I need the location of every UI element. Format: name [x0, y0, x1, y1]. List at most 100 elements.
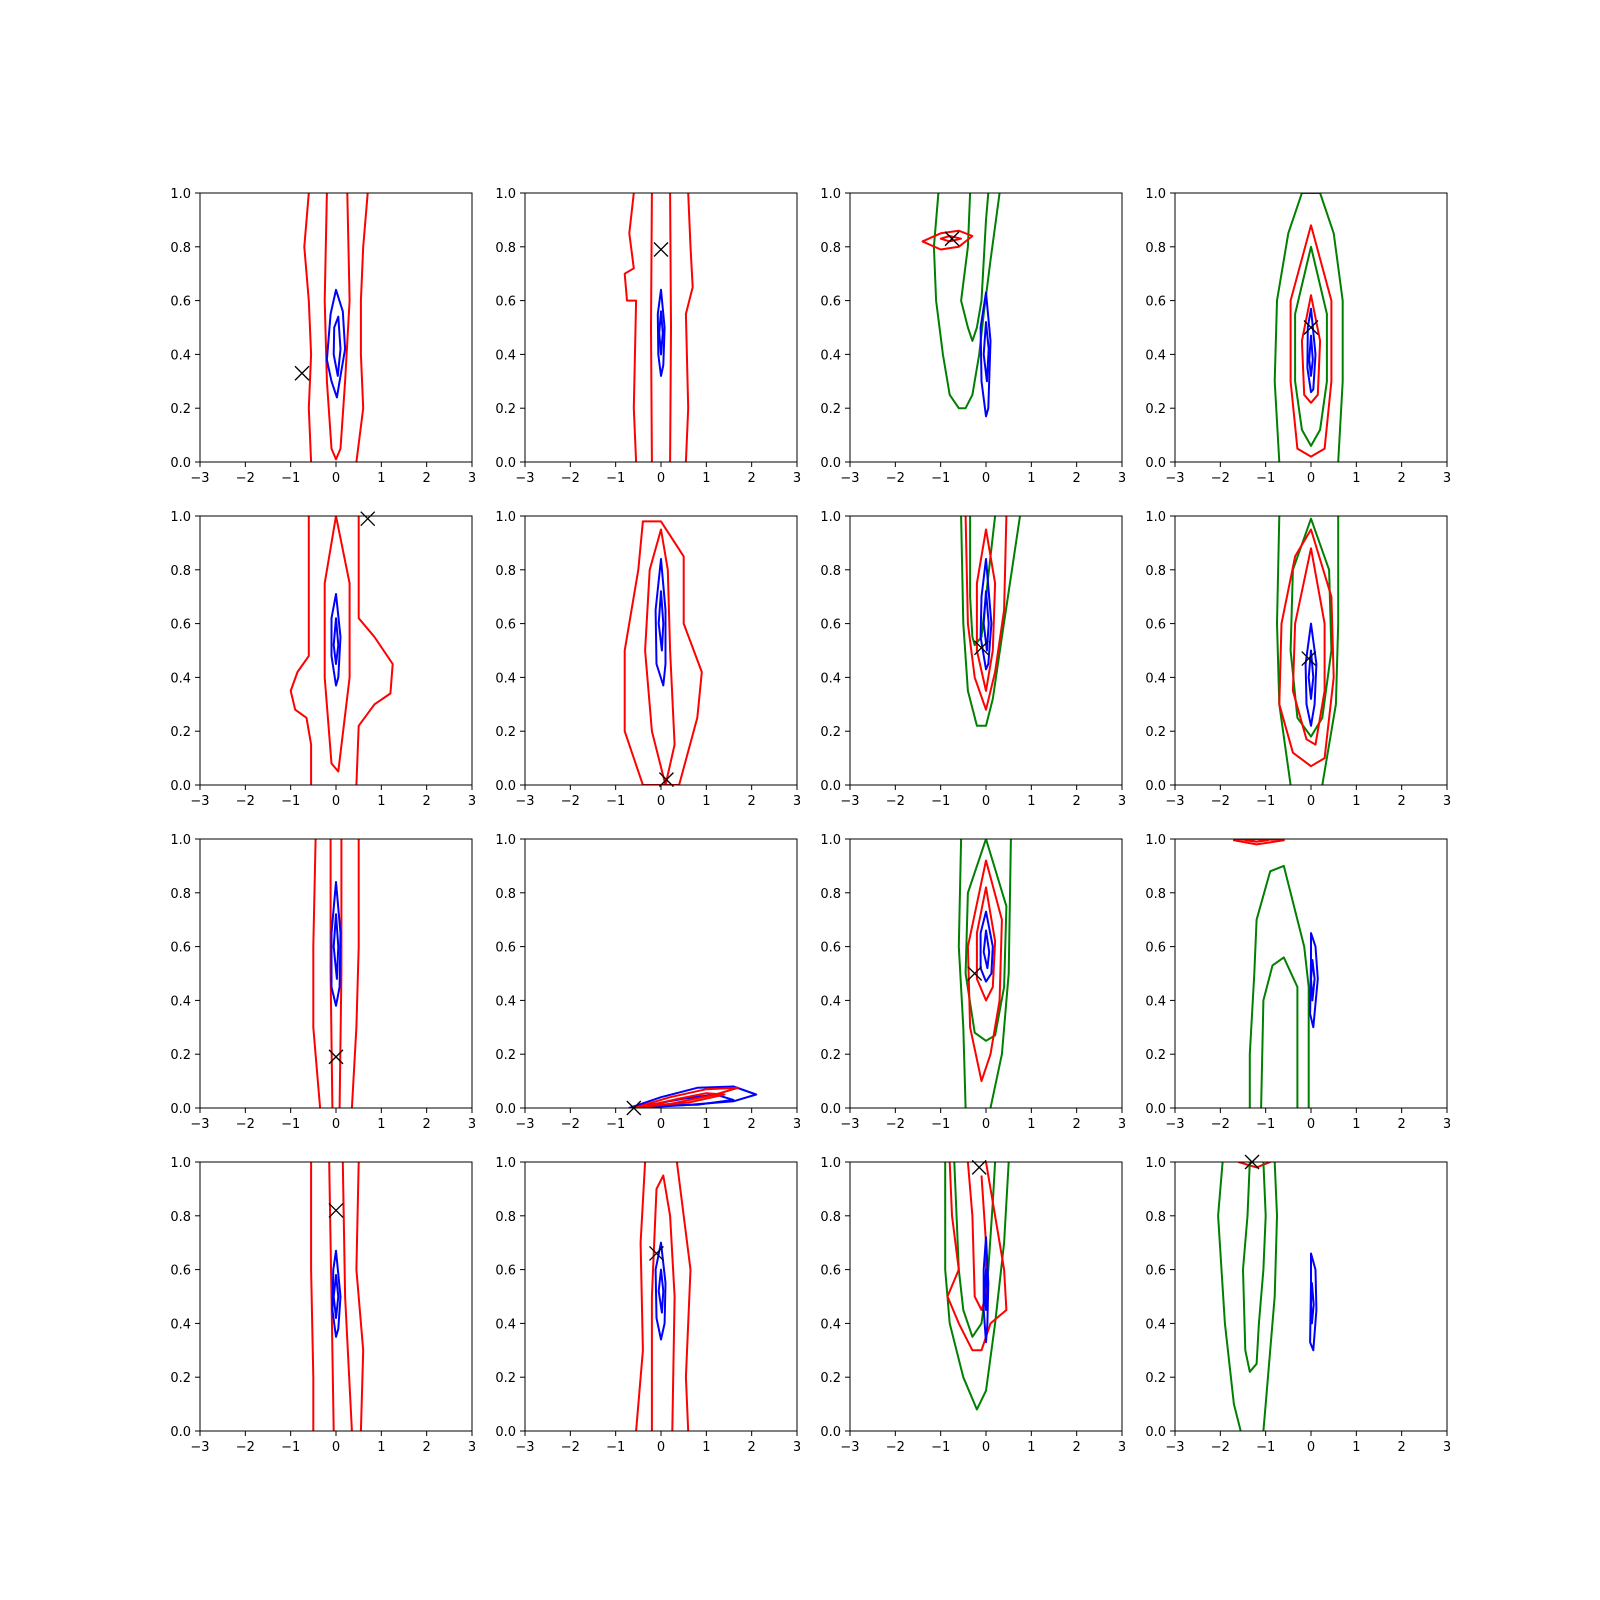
y-tick-label: 0.4 [820, 1317, 841, 1332]
x-tick-label: 2 [1398, 794, 1406, 809]
red-contour-line [650, 193, 653, 462]
x-tick-label: −1 [281, 1117, 300, 1132]
y-tick-label: 0.4 [1145, 994, 1166, 1009]
contour-layer [1217, 1162, 1318, 1431]
x-tick-label: 2 [423, 471, 431, 486]
x-tick-label: −3 [1165, 1440, 1184, 1455]
y-tick-label: 1.0 [495, 187, 516, 202]
red-contour-line [323, 516, 351, 773]
x-tick-label: 3 [1443, 1117, 1451, 1132]
y-tick-label: 0.6 [495, 295, 516, 310]
x-tick-label: 2 [1073, 794, 1081, 809]
y-tick-label: 0.6 [170, 295, 191, 310]
green-contour-line [1276, 516, 1292, 785]
x-tick-label: 3 [468, 1117, 476, 1132]
red-contour-line [921, 229, 974, 251]
y-tick-label: 0.6 [1145, 618, 1166, 633]
y-tick-label: 0.2 [170, 1048, 191, 1063]
y-tick-label: 0.8 [170, 564, 191, 579]
x-marker [971, 1159, 987, 1175]
x-tick-label: 3 [1118, 1117, 1126, 1132]
x-tick-label: −1 [1256, 794, 1275, 809]
contour-layer [1232, 839, 1319, 1108]
contour-layer [635, 1162, 692, 1431]
panel-2-4: −3 −2 −1 0 1 2 3 0.0 0.2 0.4 0.6 0.8 1.0 [1145, 510, 1451, 809]
x-tick-label: −2 [236, 794, 255, 809]
green-contour-line [1217, 1162, 1242, 1431]
panel-1-2: −3 −2 −1 0 1 2 3 0.0 0.2 0.4 0.6 0.8 1.0 [495, 187, 801, 486]
y-tick-label: 0.8 [820, 887, 841, 902]
x-marker [360, 511, 376, 527]
y-tick-label: 0.4 [495, 994, 516, 1009]
red-contour-line [684, 193, 694, 462]
contour-layer [628, 1085, 758, 1108]
panel-1-1: −3 −2 −1 0 1 2 3 0.0 0.2 0.4 0.6 0.8 1.0 [170, 187, 476, 486]
contour-layer [921, 193, 1001, 418]
y-tick-label: 0.8 [495, 887, 516, 902]
y-tick-label: 0.2 [1145, 1371, 1166, 1386]
panel-2-3: −3 −2 −1 0 1 2 3 0.0 0.2 0.4 0.6 0.8 1.0 [820, 510, 1126, 809]
x-tick-label: 3 [1443, 471, 1451, 486]
y-tick-label: 0.0 [1145, 456, 1166, 471]
red-contour-line [289, 516, 313, 785]
red-contour-line [946, 1162, 1008, 1352]
x-tick-label: −3 [840, 1117, 859, 1132]
y-tick-label: 1.0 [170, 1156, 191, 1171]
red-contour-line [623, 193, 638, 462]
green-contour-line [960, 193, 990, 342]
green-contour-line [960, 516, 1021, 727]
y-tick-label: 0.8 [495, 564, 516, 579]
x-tick-label: 0 [332, 1117, 340, 1132]
x-tick-label: 1 [377, 1117, 385, 1132]
axes-frame [524, 838, 798, 1109]
y-tick-label: 0.6 [820, 1264, 841, 1279]
red-contour-line [1278, 528, 1335, 768]
red-contour-line [338, 839, 343, 1108]
x-tick-label: 2 [1073, 471, 1081, 486]
panel-1-4: −3 −2 −1 0 1 2 3 0.0 0.2 0.4 0.6 0.8 1.0 [1145, 187, 1451, 486]
contour-layer [623, 193, 694, 462]
x-tick-label: 1 [377, 794, 385, 809]
contour-layer [960, 516, 1021, 727]
y-tick-label: 1.0 [495, 1156, 516, 1171]
blue-contour-line [1308, 334, 1314, 377]
blue-contour-line [1307, 649, 1315, 700]
y-tick-label: 0.2 [495, 1048, 516, 1063]
x-tick-label: 0 [1307, 471, 1315, 486]
x-tick-label: −1 [606, 471, 625, 486]
y-tick-label: 0.4 [170, 1317, 191, 1332]
x-tick-label: 0 [1307, 794, 1315, 809]
red-contour-line [328, 1162, 335, 1431]
x-tick-label: −3 [190, 471, 209, 486]
axes-frame [199, 515, 473, 786]
y-tick-label: 1.0 [820, 833, 841, 848]
x-tick-label: −1 [281, 1440, 300, 1455]
x-tick-label: 0 [332, 1440, 340, 1455]
x-tick-label: 1 [702, 794, 710, 809]
x-tick-label: −3 [515, 1440, 534, 1455]
red-contour-line [303, 193, 313, 462]
x-tick-label: 2 [423, 794, 431, 809]
y-tick-label: 0.2 [1145, 402, 1166, 417]
x-tick-label: −3 [190, 1117, 209, 1132]
contour-layer [310, 1162, 365, 1431]
red-contour-line [964, 516, 1008, 711]
y-tick-label: 0.8 [820, 1210, 841, 1225]
red-contour-line [975, 528, 997, 692]
x-tick-label: 0 [982, 1117, 990, 1132]
blue-contour-line [1310, 1282, 1315, 1325]
x-tick-label: 0 [657, 1117, 665, 1132]
x-tick-label: 2 [1398, 471, 1406, 486]
x-tick-label: 3 [1118, 1440, 1126, 1455]
y-tick-label: 0.0 [170, 779, 191, 794]
x-tick-label: −3 [515, 794, 534, 809]
x-tick-label: 0 [982, 471, 990, 486]
x-tick-label: −1 [281, 794, 300, 809]
x-marker [649, 1246, 664, 1261]
x-marker [944, 231, 960, 247]
y-tick-label: 0.0 [820, 456, 841, 471]
red-contour-line [1291, 547, 1326, 746]
x-marker [967, 966, 983, 981]
x-tick-label: −1 [1256, 471, 1275, 486]
